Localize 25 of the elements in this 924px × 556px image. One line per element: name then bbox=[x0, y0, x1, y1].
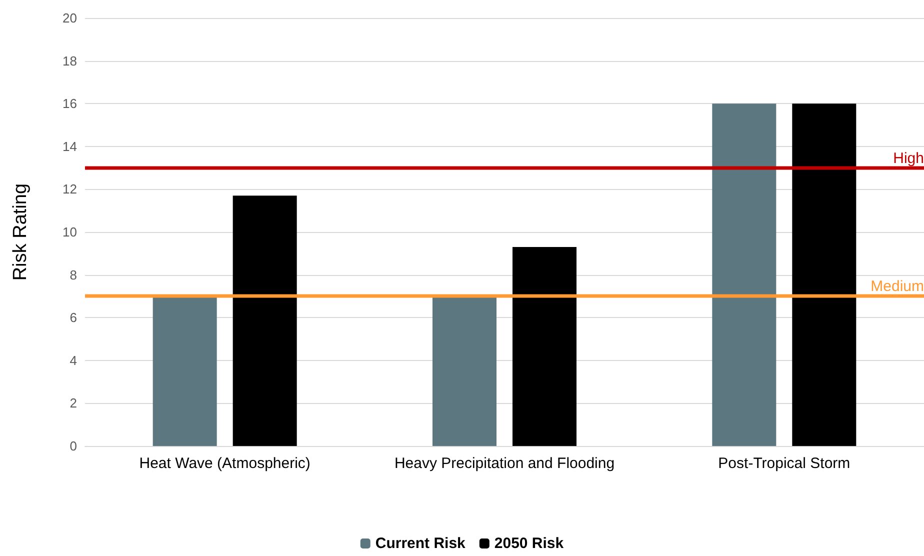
y-tick-label: 18 bbox=[62, 53, 77, 68]
y-axis-title: Risk Rating bbox=[10, 183, 31, 281]
bar bbox=[792, 104, 856, 446]
y-tick-label: 12 bbox=[62, 182, 77, 197]
bar bbox=[512, 246, 576, 446]
bar bbox=[152, 296, 217, 446]
y-tick-label: 0 bbox=[70, 438, 77, 454]
x-tick-label: Heavy Precipitation and Flooding bbox=[394, 455, 615, 472]
x-tick-label: Heat Wave (Atmospheric) bbox=[139, 455, 310, 472]
y-tick-label: 14 bbox=[62, 138, 77, 154]
bar bbox=[712, 104, 776, 446]
y-tick-label: 2 bbox=[70, 396, 77, 411]
bar bbox=[432, 296, 496, 446]
ref-line-label: Medium bbox=[870, 278, 924, 296]
y-tick-label: 8 bbox=[70, 267, 77, 282]
bar bbox=[232, 196, 297, 446]
y-tick-label: 6 bbox=[70, 310, 77, 326]
x-tick-label: Post-Tropical Storm bbox=[718, 455, 850, 472]
legend-label: 2050 Risk bbox=[494, 535, 564, 552]
ref-line-label: High bbox=[893, 150, 924, 167]
y-tick-label: 20 bbox=[62, 10, 77, 26]
legend-label: Current Risk bbox=[375, 535, 466, 552]
y-tick-label: 10 bbox=[62, 224, 77, 240]
y-tick-label: 4 bbox=[70, 352, 77, 368]
y-tick-label: 16 bbox=[62, 96, 77, 112]
